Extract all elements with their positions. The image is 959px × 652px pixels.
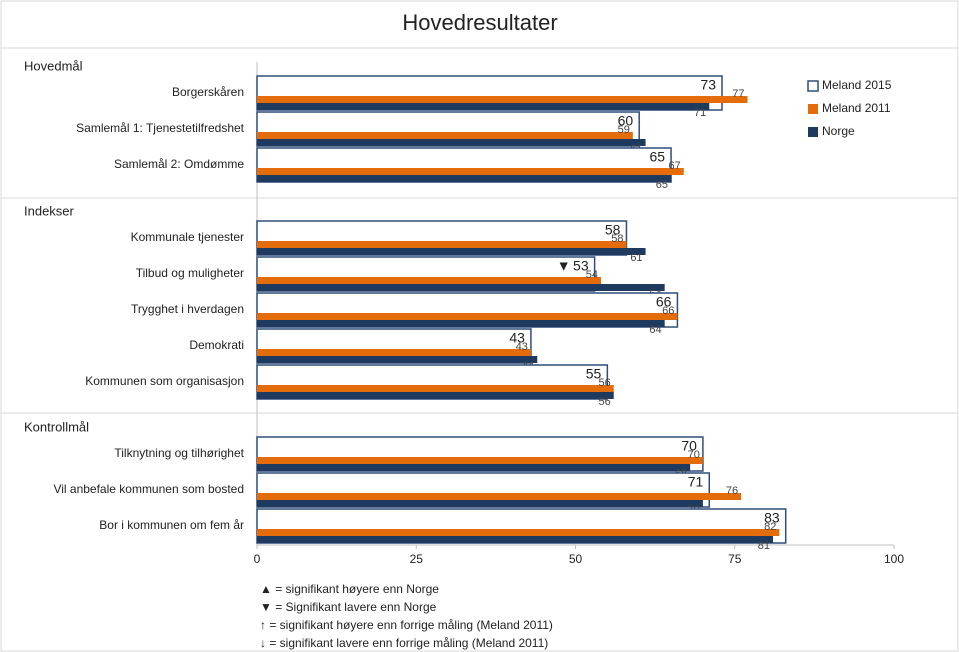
bar bbox=[257, 349, 531, 356]
value-label: 58 bbox=[605, 222, 621, 238]
section-label: Indekser bbox=[24, 203, 75, 218]
category-label: Trygghet i hverdagen bbox=[131, 302, 244, 316]
value-label: 82 bbox=[764, 521, 776, 533]
category-label: Tilknytning og tilhørighet bbox=[114, 446, 244, 460]
value-label: 43 bbox=[516, 341, 528, 353]
value-label: 77 bbox=[732, 88, 744, 100]
bar bbox=[257, 175, 672, 182]
legend-label: Meland 2015 bbox=[822, 78, 892, 92]
bar bbox=[257, 277, 601, 284]
bar bbox=[257, 457, 703, 464]
bar bbox=[257, 96, 748, 103]
note: ▲ = signifikant høyere enn Norge bbox=[260, 582, 439, 596]
bar bbox=[257, 536, 773, 543]
bar bbox=[257, 168, 684, 175]
value-label: 73 bbox=[700, 77, 716, 93]
legend-swatch bbox=[808, 127, 818, 137]
value-label: 64 bbox=[649, 324, 661, 336]
value-label: 60 bbox=[618, 113, 634, 129]
value-label: 54 bbox=[586, 269, 598, 281]
value-label: 76 bbox=[726, 485, 738, 497]
bar bbox=[257, 132, 633, 139]
value-label: 56 bbox=[598, 377, 610, 389]
category-label: Samlemål 1: Tjenestetilfredshet bbox=[76, 121, 245, 135]
x-tick-label: 0 bbox=[254, 552, 261, 566]
category-label: Kommunale tjenester bbox=[131, 230, 244, 244]
bar bbox=[257, 139, 646, 146]
value-label: 43 bbox=[509, 330, 525, 346]
value-label: 65 bbox=[649, 149, 665, 165]
category-label: Borgerskåren bbox=[172, 85, 244, 99]
bar bbox=[257, 313, 678, 320]
bar bbox=[257, 284, 665, 291]
bar bbox=[257, 464, 691, 471]
bar bbox=[257, 356, 538, 363]
category-label: Samlemål 2: Omdømme bbox=[114, 157, 244, 171]
note: ▼ = Signifikant lavere enn Norge bbox=[260, 600, 437, 614]
bar bbox=[257, 320, 665, 327]
bar bbox=[257, 493, 742, 500]
x-tick-label: 25 bbox=[410, 552, 424, 566]
category-label: Bor i kommunen om fem år bbox=[99, 518, 244, 532]
category-label: Demokrati bbox=[189, 338, 244, 352]
chart-title: Hovedresultater bbox=[402, 10, 557, 35]
value-label: 61 bbox=[630, 252, 642, 264]
bar bbox=[257, 248, 646, 255]
value-label: 56 bbox=[598, 396, 610, 408]
x-tick-label: 100 bbox=[884, 552, 904, 566]
value-label: 66 bbox=[662, 305, 674, 317]
value-label: 83 bbox=[764, 510, 780, 526]
value-label: 81 bbox=[758, 540, 770, 552]
value-label: 58 bbox=[611, 233, 623, 245]
bar bbox=[257, 103, 710, 110]
bar bbox=[257, 529, 780, 536]
note: ↑ = signifikant høyere enn forrige målin… bbox=[260, 618, 553, 632]
value-label: 65 bbox=[656, 179, 668, 191]
category-label: Vil anbefale kommunen som bosted bbox=[53, 482, 244, 496]
note: ↓ = signifikant lavere enn forrige målin… bbox=[260, 636, 548, 650]
x-tick-label: 50 bbox=[569, 552, 583, 566]
x-tick-label: 75 bbox=[728, 552, 742, 566]
value-label: 66 bbox=[656, 294, 672, 310]
value-label: 59 bbox=[618, 124, 630, 136]
value-label: 53 bbox=[573, 258, 589, 274]
value-label: 70 bbox=[688, 449, 700, 461]
value-label: 55 bbox=[586, 366, 602, 382]
legend-swatch bbox=[808, 104, 818, 114]
legend-label: Meland 2011 bbox=[822, 101, 891, 115]
bar bbox=[257, 500, 703, 507]
value-label: 71 bbox=[694, 107, 706, 119]
value-label: 70 bbox=[681, 438, 697, 454]
significance-marker: ▼ bbox=[557, 258, 571, 274]
legend-label: Norge bbox=[822, 124, 855, 138]
category-label: Tilbud og muligheter bbox=[136, 266, 244, 280]
section-label: Hovedmål bbox=[24, 58, 83, 73]
category-label: Kommunen som organisasjon bbox=[85, 374, 244, 388]
value-label: 71 bbox=[688, 474, 704, 490]
legend-swatch bbox=[807, 80, 819, 92]
bar bbox=[257, 385, 614, 392]
bar bbox=[257, 392, 614, 399]
section-label: Kontrollmål bbox=[24, 419, 89, 434]
bar bbox=[257, 241, 627, 248]
value-label: 67 bbox=[669, 160, 681, 172]
